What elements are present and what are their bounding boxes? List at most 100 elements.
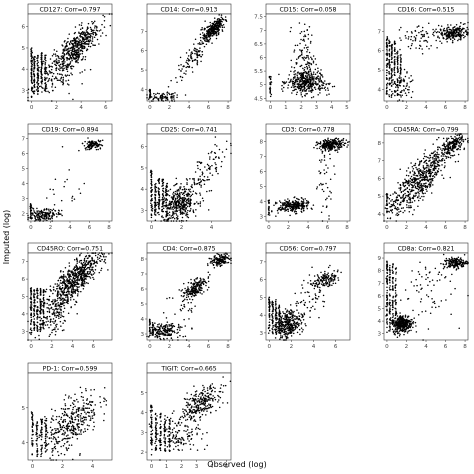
data-point: [289, 206, 291, 208]
data-point: [316, 71, 319, 74]
data-point: [417, 170, 420, 173]
data-point: [295, 61, 297, 64]
data-point: [179, 197, 182, 200]
y-tick-label: 8: [259, 140, 263, 146]
data-point: [312, 204, 315, 206]
data-point: [36, 210, 38, 212]
data-point: [304, 34, 306, 36]
data-point: [211, 32, 214, 34]
data-point: [311, 34, 313, 36]
y-tick-label: 4: [21, 182, 25, 188]
data-point: [295, 200, 298, 203]
data-point: [44, 76, 46, 79]
data-point: [412, 167, 415, 170]
x-tick-label: 4: [68, 225, 72, 231]
data-point: [33, 58, 35, 61]
data-point: [192, 190, 195, 192]
data-point: [276, 209, 279, 212]
data-point: [404, 92, 407, 94]
data-point: [199, 36, 202, 39]
data-point: [203, 175, 206, 178]
data-point: [97, 139, 100, 141]
data-point: [225, 140, 228, 142]
data-point: [404, 188, 406, 191]
data-point: [421, 171, 423, 173]
data-point: [205, 43, 208, 45]
data-point: [92, 144, 95, 147]
data-point: [301, 77, 304, 79]
data-point: [406, 82, 408, 85]
data-point: [93, 36, 96, 38]
data-point: [179, 186, 181, 188]
data-point: [389, 217, 392, 219]
data-point: [30, 67, 33, 70]
data-point: [422, 165, 425, 167]
data-point: [207, 33, 210, 35]
data-point: [305, 55, 308, 57]
data-point: [179, 200, 181, 202]
data-point: [60, 209, 63, 212]
data-point: [314, 88, 317, 90]
data-point: [408, 188, 411, 191]
data-point: [31, 81, 33, 83]
data-point: [304, 57, 307, 59]
data-point: [158, 191, 160, 194]
data-point: [461, 135, 464, 137]
data-point: [202, 34, 204, 37]
data-point: [102, 14, 104, 17]
data-point: [290, 209, 292, 212]
data-point: [444, 32, 446, 35]
data-point: [97, 144, 100, 146]
data-point: [180, 219, 183, 222]
data-point: [290, 78, 292, 81]
data-point: [71, 59, 73, 62]
data-point: [91, 20, 93, 23]
y-tick-label: 5: [140, 68, 144, 74]
data-point: [283, 203, 285, 205]
data-point: [57, 57, 60, 59]
y-tick-label: 5: [140, 166, 144, 172]
data-point: [270, 76, 272, 78]
data-point: [213, 17, 216, 19]
data-point: [173, 207, 176, 209]
data-point: [52, 188, 54, 191]
data-point: [47, 73, 49, 75]
data-point: [291, 209, 294, 212]
data-point: [400, 26, 402, 29]
data-point: [386, 50, 388, 52]
data-point: [454, 33, 456, 35]
data-point: [440, 160, 442, 162]
data-point: [424, 176, 427, 179]
data-point: [199, 178, 201, 180]
data-point: [92, 22, 95, 24]
data-point: [27, 96, 29, 99]
data-point: [56, 50, 58, 52]
data-point: [399, 67, 402, 70]
data-point: [415, 47, 417, 49]
data-point: [318, 170, 320, 172]
data-point: [81, 35, 83, 38]
data-point: [182, 220, 184, 222]
data-point: [181, 207, 184, 210]
panel-frame: [265, 13, 351, 102]
data-point: [418, 192, 420, 195]
data-point: [395, 90, 397, 92]
data-point: [388, 70, 390, 73]
data-point: [386, 85, 388, 87]
data-point: [163, 219, 165, 221]
data-point: [313, 76, 315, 78]
data-point: [72, 56, 75, 59]
data-point: [33, 79, 35, 82]
data-point: [206, 169, 208, 171]
data-point: [191, 59, 194, 62]
data-point: [154, 198, 156, 200]
data-point: [187, 193, 190, 195]
data-point: [418, 25, 420, 27]
data-point: [287, 78, 290, 80]
data-point: [218, 148, 221, 151]
y-tick-label: 6: [21, 25, 25, 31]
data-point: [39, 220, 41, 222]
data-point: [187, 57, 189, 60]
data-point: [70, 47, 73, 49]
data-point: [455, 139, 458, 142]
